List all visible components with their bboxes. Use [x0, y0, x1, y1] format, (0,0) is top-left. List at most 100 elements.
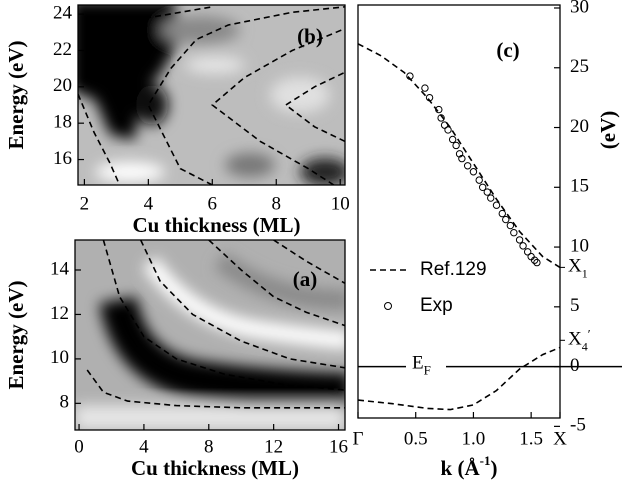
data-point — [523, 248, 532, 256]
x-tick-label: X — [553, 428, 567, 449]
panel-label: (c) — [496, 38, 519, 62]
dashed-curve — [86, 369, 345, 409]
y-tick-label: 15 — [570, 176, 589, 197]
y-tick-label: 25 — [570, 56, 589, 77]
x-axis-label-text: k (Å — [441, 456, 481, 480]
x-tick-label: 4 — [139, 436, 149, 457]
plot-frame — [357, 4, 561, 419]
x-axis-label-end: ) — [490, 456, 497, 480]
x-tick-label: 6 — [208, 193, 218, 214]
symmetry-point-text: X — [568, 256, 582, 277]
fermi-label-text: E — [412, 353, 424, 374]
dashed-curve — [208, 240, 345, 327]
data-point — [478, 183, 487, 191]
data-point — [440, 121, 449, 129]
x-axis-label-sup: -1 — [480, 453, 491, 468]
data-point — [515, 236, 524, 244]
fermi-label: EF — [412, 353, 431, 378]
symmetry-point-sup: ′ — [588, 326, 591, 341]
data-point — [506, 221, 515, 230]
data-point — [458, 154, 466, 163]
y-tick-label: 20 — [570, 116, 589, 137]
x-axis-label: k (Å-1) — [441, 453, 498, 480]
dashed-curve — [273, 240, 345, 284]
legend-label: Ref.129 — [420, 259, 487, 280]
dashed-curve — [116, 6, 213, 28]
x-tick-label: 10 — [331, 193, 350, 214]
data-point — [475, 176, 483, 184]
x-tick-label: Γ — [353, 428, 364, 449]
data-point — [421, 84, 429, 92]
plot-area — [86, 240, 345, 409]
data-point — [455, 150, 464, 158]
intensity-map-a — [75, 240, 345, 430]
data-point — [435, 105, 443, 114]
x-tick-label: 2 — [80, 193, 90, 214]
x-axis-label: Cu thickness (ML) — [132, 213, 300, 237]
data-point — [452, 141, 460, 150]
data-point — [510, 229, 518, 237]
data-point — [530, 256, 539, 264]
legend-label: Exp — [420, 295, 453, 316]
fermi-label-bg — [406, 352, 446, 381]
x-tick-label: 1.5 — [519, 428, 543, 449]
dashed-curve — [211, 27, 345, 185]
data-point — [492, 201, 501, 209]
symmetry-point-text: X — [568, 329, 582, 350]
data-point — [487, 194, 495, 202]
y-tick-label: -5 — [570, 415, 586, 436]
plot-frame — [74, 239, 346, 431]
y-tick-label: 5 — [570, 295, 580, 316]
y-tick-label: 16 — [53, 148, 72, 169]
y-tick-label: 10 — [570, 235, 589, 256]
panel-label: (a) — [293, 267, 318, 291]
plot-frame — [77, 4, 346, 186]
y-tick-label: 0 — [570, 355, 580, 376]
x-axis-label: Cu thickness (ML) — [131, 456, 299, 480]
dashed-curve — [102, 240, 345, 391]
dashed-curve — [78, 93, 121, 185]
x-tick-label: 0.5 — [404, 428, 428, 449]
x-tick-label: 8 — [272, 193, 282, 214]
data-point — [502, 215, 510, 224]
y-tick-label: 10 — [50, 347, 69, 368]
y-axis-label: (eV) — [596, 111, 620, 149]
x-tick-label: 0 — [74, 436, 84, 457]
x-tick-label: 8 — [204, 436, 214, 457]
data-point — [533, 258, 541, 267]
dashed-curve — [284, 71, 345, 143]
data-point — [519, 242, 527, 250]
data-point — [463, 162, 472, 170]
data-point — [498, 209, 506, 218]
y-tick-label: 22 — [53, 39, 72, 60]
fermi-label-sub: F — [424, 363, 431, 378]
data-point — [448, 135, 457, 144]
y-tick-label: 8 — [60, 392, 70, 413]
symmetry-point-label: X1 — [568, 256, 588, 280]
y-tick-label: 24 — [53, 2, 73, 23]
plot-area — [358, 43, 560, 411]
x-tick-label: 4 — [144, 193, 154, 214]
dashed-curve — [358, 43, 560, 411]
x-tick-label: 12 — [264, 436, 283, 457]
x-tick-label: 1.0 — [462, 428, 486, 449]
symmetry-point-sub: 1 — [582, 266, 588, 280]
y-tick-label: 30 — [570, 0, 589, 17]
y-axis-label: Energy (eV) — [4, 40, 28, 149]
data-point — [483, 188, 491, 196]
intensity-map-b — [78, 5, 345, 185]
y-tick-label: 20 — [53, 75, 72, 96]
data-point — [444, 126, 452, 134]
x-tick-label: 16 — [329, 436, 348, 457]
y-axis-label: Energy (eV) — [4, 280, 28, 389]
data-point — [437, 114, 445, 122]
symmetry-point-sub: 4 — [582, 339, 588, 353]
y-tick-label: 18 — [53, 112, 72, 133]
y-tick-label: 12 — [50, 303, 69, 324]
data-point — [469, 168, 478, 176]
panel-label: (b) — [297, 24, 323, 48]
y-tick-label: 14 — [50, 258, 70, 279]
data-point — [425, 93, 434, 102]
legend-swatch — [384, 302, 392, 310]
